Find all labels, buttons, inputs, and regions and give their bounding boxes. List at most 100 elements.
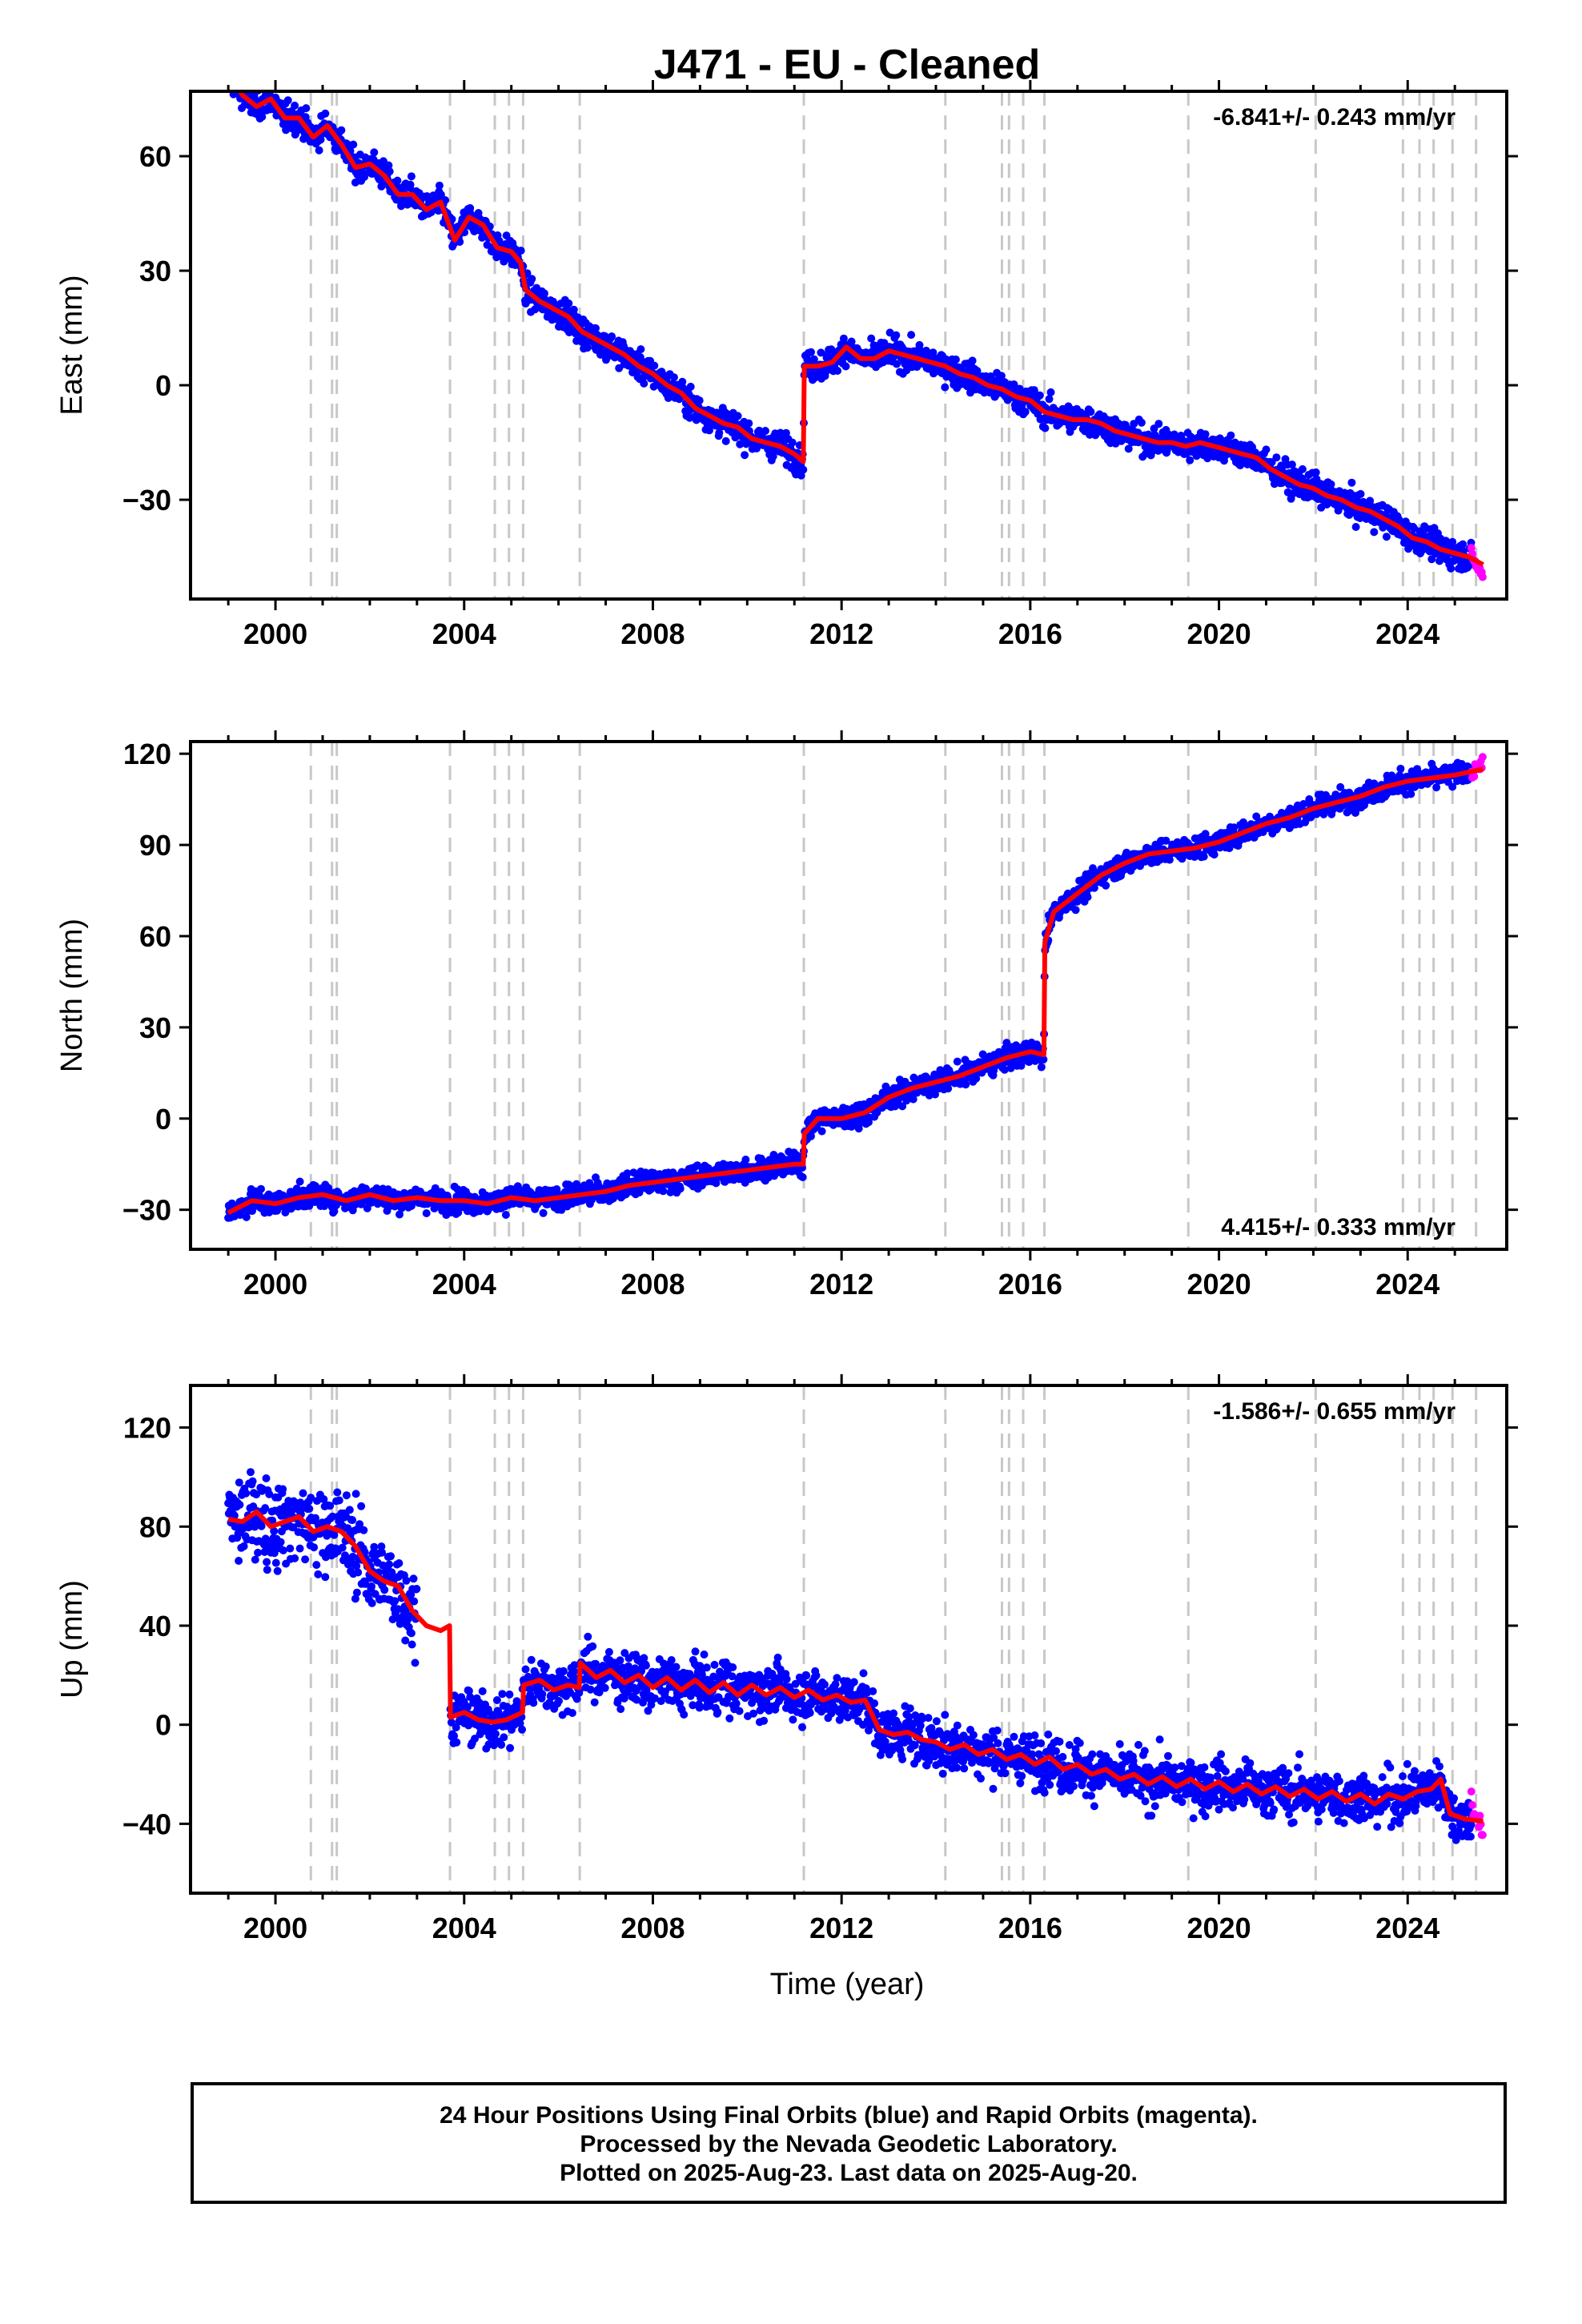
data-point <box>915 340 924 349</box>
x-tick-label: 2024 <box>1375 617 1439 650</box>
data-point <box>676 1184 685 1193</box>
data-point <box>237 82 245 90</box>
data-point <box>733 412 742 420</box>
rate-label: -6.841+/- 0.243 mm/yr <box>1213 104 1456 131</box>
data-point <box>363 1204 371 1212</box>
data-point <box>349 140 358 149</box>
data-point <box>225 72 233 80</box>
data-point <box>1083 893 1092 902</box>
data-point <box>466 203 475 212</box>
data-point <box>907 331 916 340</box>
data-point <box>608 332 616 341</box>
model-line <box>237 91 1484 567</box>
data-point <box>406 180 415 189</box>
data-point <box>1351 523 1360 531</box>
data-point <box>528 275 536 283</box>
data-point <box>235 78 243 86</box>
data-point <box>893 360 901 368</box>
data-point <box>1298 464 1307 473</box>
data-point <box>1037 1063 1046 1072</box>
data-point <box>235 75 243 83</box>
data-point <box>941 383 950 392</box>
data-point <box>1311 468 1320 476</box>
x-tick-label: 2012 <box>809 617 873 650</box>
data-point <box>1045 395 1054 404</box>
data-point <box>407 172 416 181</box>
data-point <box>321 109 330 118</box>
x-tick-label: 2020 <box>1187 617 1251 650</box>
data-point <box>833 367 842 375</box>
data-point <box>283 96 292 105</box>
data-point <box>393 176 402 185</box>
data-point <box>234 82 242 90</box>
data-point <box>951 355 960 364</box>
data-point <box>295 1177 304 1186</box>
data-point <box>1262 445 1271 454</box>
data-point <box>516 247 525 255</box>
data-point <box>650 361 659 370</box>
data-point <box>817 1127 826 1136</box>
plot-area <box>224 742 1487 1249</box>
data-point <box>678 377 687 386</box>
x-tick-label: 2016 <box>998 617 1062 650</box>
data-point <box>229 80 237 88</box>
plot-frame <box>189 90 1508 601</box>
data-point <box>1366 497 1375 505</box>
data-point <box>370 148 379 157</box>
data-point <box>839 334 848 343</box>
data-point <box>736 440 745 448</box>
data-point <box>1046 388 1055 396</box>
data-point <box>315 146 323 155</box>
data-point <box>798 1173 807 1181</box>
data-point <box>435 181 444 190</box>
data-point <box>227 69 235 77</box>
data-point <box>454 1208 463 1217</box>
x-tick-label: 2004 <box>432 617 496 650</box>
data-point <box>258 112 267 121</box>
data-point <box>741 1156 750 1164</box>
north-panel: 2000 2004 2008 2012 2016 2020 2024−30030609012… <box>55 730 1518 1301</box>
y-axis-label: East (mm) <box>55 275 89 415</box>
data-point <box>360 173 368 181</box>
data-point <box>705 426 713 435</box>
final-orbits-points <box>224 758 1476 1222</box>
data-point <box>761 427 769 435</box>
data-point <box>232 70 240 78</box>
data-point <box>564 299 573 308</box>
rapid-data-point <box>1478 573 1487 581</box>
data-point <box>231 78 239 86</box>
y-tick-label: 60 <box>139 140 171 173</box>
data-point <box>1447 564 1456 573</box>
data-point <box>997 372 1006 380</box>
data-point <box>769 452 777 460</box>
data-point <box>640 379 648 388</box>
data-point <box>1137 418 1146 427</box>
data-point <box>1021 408 1030 416</box>
data-point <box>226 66 234 74</box>
data-point <box>892 331 901 340</box>
model-line <box>227 766 1484 1216</box>
data-point <box>695 396 704 405</box>
data-point <box>721 436 730 445</box>
x-tick-label: 2008 <box>620 617 685 650</box>
data-point <box>1035 391 1044 400</box>
data-point <box>953 1057 962 1066</box>
data-point <box>1201 430 1210 439</box>
y-tick-label: 0 <box>155 369 171 402</box>
data-point <box>1347 478 1356 487</box>
data-point <box>753 444 761 452</box>
data-point <box>799 465 808 474</box>
data-point <box>1210 850 1219 859</box>
data-point <box>396 1210 404 1219</box>
data-point <box>231 78 239 86</box>
data-point <box>973 367 982 376</box>
data-point <box>1102 881 1110 890</box>
data-point <box>228 78 236 86</box>
data-point <box>1071 906 1080 915</box>
chart-title: J471 - EU - Cleaned <box>654 42 1041 88</box>
data-point <box>583 344 592 352</box>
data-point <box>1272 453 1281 462</box>
y-tick-label: 30 <box>139 255 171 287</box>
data-point <box>1086 408 1095 416</box>
